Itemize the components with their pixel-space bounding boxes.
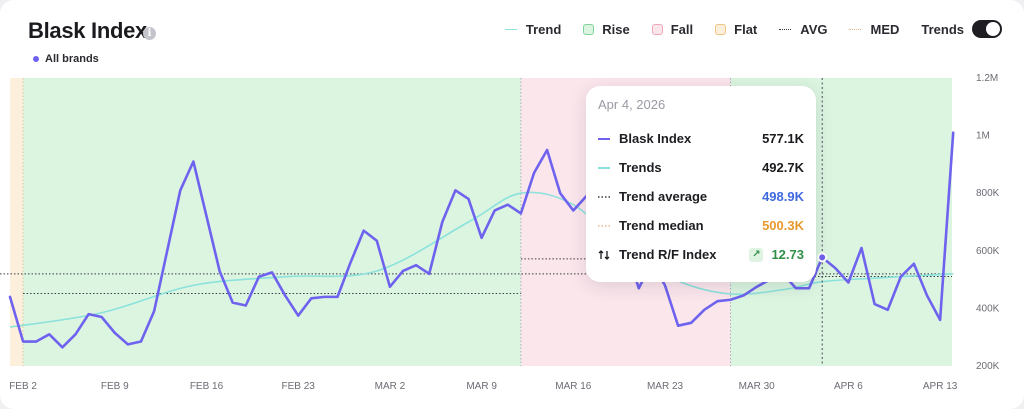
trend-regions	[10, 78, 952, 366]
brand-filter[interactable]: All brands	[33, 53, 99, 65]
info-icon[interactable]: i	[143, 27, 156, 40]
y-tick-label: 1.2M	[976, 73, 998, 84]
med-line-icon	[598, 224, 610, 228]
tooltip-row-trends: Trends 492.7K	[598, 153, 804, 182]
trends-toggle-label: Trends	[921, 21, 964, 37]
tooltip-date: Apr 4, 2026	[598, 97, 666, 112]
legend-item-avg[interactable]: AVG	[779, 22, 827, 37]
y-axis: 200K 400K 600K 800K 1M 1.2M	[976, 73, 1000, 372]
tooltip-label: Blask Index	[619, 131, 692, 146]
x-axis: FEB 2 FEB 9 FEB 16 FEB 23 MAR 2 MAR 9 MAR 16 MA…	[9, 381, 958, 392]
arrow-up-right-icon: ↗	[749, 247, 764, 262]
legend-label-med: MED	[870, 21, 900, 37]
hover-point	[817, 252, 828, 263]
x-tick-label: APR 6	[834, 381, 863, 392]
tooltip-label: Trend median	[619, 218, 704, 233]
tooltip-label: Trend average	[619, 189, 708, 204]
x-tick-label: FEB 23	[282, 381, 316, 392]
tooltip-row-average: Trend average 498.9K	[598, 182, 804, 211]
hover-marker	[817, 78, 828, 366]
tooltip-value: 498.9K	[762, 189, 804, 204]
legend-label-avg: AVG	[800, 21, 828, 37]
tooltip-value: 577.1K	[762, 131, 804, 146]
x-tick-label: APR 13	[923, 381, 958, 392]
brand-filter-label: All brands	[45, 53, 99, 65]
legend-label-rise: Rise	[602, 21, 630, 37]
trend-line-icon	[598, 166, 610, 170]
tooltip-row-index: Blask Index 577.1K	[598, 124, 804, 153]
y-tick-label: 800K	[976, 188, 1000, 199]
page-title: Blask Index	[28, 18, 147, 43]
avg-line-icon	[598, 195, 610, 199]
rise-swatch-icon	[583, 23, 595, 35]
tooltip-row-median: Trend median 500.3K	[598, 211, 804, 240]
legend-item-rise[interactable]: Rise	[583, 21, 630, 37]
x-tick-label: MAR 23	[647, 381, 684, 392]
trend-line-icon	[504, 28, 517, 30]
legend-item-med[interactable]: MED	[849, 22, 899, 37]
legend-item-trend[interactable]: Trend	[504, 21, 562, 37]
x-tick-label: FEB 16	[190, 381, 224, 392]
reference-lines	[0, 258, 952, 295]
legend-item-fall[interactable]: Fall	[651, 21, 694, 37]
trends-toggle[interactable]	[972, 20, 1002, 38]
tooltip-value: 500.3K	[762, 218, 804, 233]
avg-line-icon	[779, 28, 792, 30]
tooltip-label: Trends	[619, 160, 662, 175]
y-tick-label: 400K	[976, 303, 1000, 314]
toggle-knob	[986, 22, 1000, 36]
trends-series-line	[9, 191, 954, 328]
index-line-icon	[598, 137, 610, 141]
x-tick-label: MAR 30	[739, 381, 776, 392]
legend-item-flat[interactable]: Flat	[715, 22, 757, 37]
x-tick-label: FEB 2	[9, 381, 37, 392]
legend: Trend Rise Fall Flat AVG MED Trends	[504, 20, 1002, 38]
trends-toggle-group: Trends	[921, 20, 1002, 38]
region-flat	[10, 78, 24, 366]
y-tick-label: 1M	[976, 131, 990, 142]
region-rise	[23, 78, 521, 366]
legend-label-fall: Fall	[670, 21, 694, 37]
brand-dot-icon	[33, 56, 39, 62]
legend-label-trend: Trend	[525, 21, 562, 37]
x-tick-label: MAR 9	[466, 381, 497, 392]
tooltip-value: 12.73	[771, 247, 804, 262]
tooltip-label: Trend R/F Index	[619, 247, 717, 262]
tooltip-value: 492.7K	[762, 160, 804, 175]
fall-swatch-icon	[651, 23, 663, 35]
tooltip-row-rf-index: Trend R/F Index ↗ 12.73	[598, 240, 804, 269]
flat-swatch-icon	[715, 23, 727, 35]
legend-label-flat: Flat	[734, 21, 758, 37]
x-tick-label: FEB 9	[101, 381, 129, 392]
y-tick-label: 200K	[976, 361, 1000, 372]
x-tick-label: MAR 16	[555, 381, 592, 392]
series	[8, 131, 955, 349]
med-line-icon	[849, 28, 862, 30]
blask-index-series-line	[8, 131, 955, 349]
tooltip: Apr 4, 2026 Blask Index 577.1K Trends 49…	[586, 86, 816, 282]
y-tick-label: 600K	[976, 246, 1000, 257]
up-down-arrows-icon	[598, 249, 610, 261]
x-tick-label: MAR 2	[375, 381, 406, 392]
